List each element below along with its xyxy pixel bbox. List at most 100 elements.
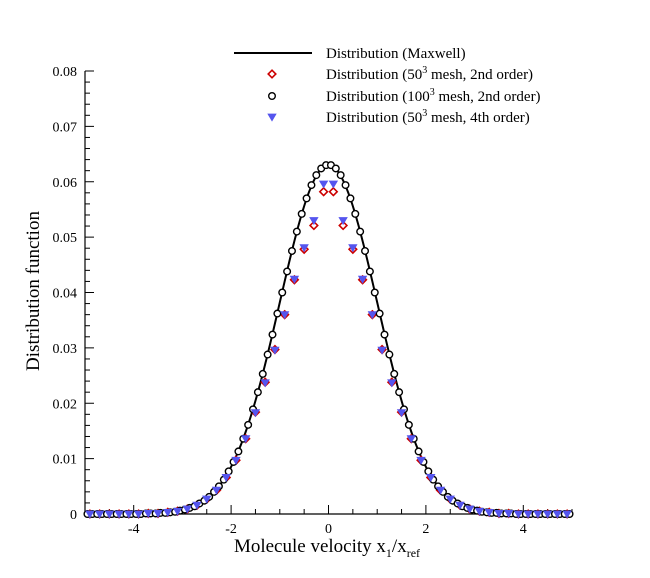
mesh100-2nd-point [234,447,243,456]
mesh50-4th-point [426,474,436,483]
y-tick-label: 0.04 [53,287,78,302]
y-tick-label: 0.02 [53,397,78,412]
mesh100-2nd-point [253,388,262,397]
mesh50-4th-point [445,495,455,504]
mesh50-4th-point [348,244,358,253]
legend-label-sup: 3 [422,65,427,76]
y-tick-label: 0.07 [53,120,78,135]
x-axis-title-main: Molecule velocity x [234,536,386,557]
mesh100-2nd-point [224,467,233,476]
mesh100-2nd-point [365,267,374,276]
mesh50-4th-point [104,510,115,519]
mesh100-2nd-point [283,267,292,276]
y-tick-label: 0 [70,508,77,523]
mesh50-2nd-point [318,186,329,197]
mesh50-4th-point [552,510,563,519]
legend-label-post: mesh, 4th order) [427,110,529,126]
mesh50-4th-point [377,346,387,355]
x-axis-title-mid: /x [392,536,407,557]
legend-mesh100-2nd-symbol [268,91,277,100]
mesh50-4th-point [133,510,144,519]
mesh50-4th-point [542,510,553,519]
mesh50-4th-point [523,510,533,519]
mesh50-4th-point [202,495,212,504]
data-markers [83,161,574,519]
x-tick-label: 4 [520,522,527,537]
mesh100-2nd-point [424,467,433,476]
legend-label-pre: Distribution (Maxwell) [326,46,466,62]
mesh100-2nd-point [356,227,365,236]
mesh50-2nd-point [328,186,339,197]
mesh50-4th-point [192,501,202,510]
mesh100-2nd-point [370,288,379,297]
mesh50-4th-point [260,379,270,388]
mesh50-4th-point [289,275,300,284]
mesh100-2nd-point [297,209,306,218]
mesh50-4th-point [503,510,514,519]
mesh100-2nd-point [336,171,345,180]
mesh50-4th-point [513,510,524,519]
mesh100-2nd-point [395,388,404,397]
maxwell-curve [85,164,572,515]
mesh50-4th-point [143,510,154,519]
legend-label-sup: 3 [422,108,427,119]
mesh50-2nd-point [338,220,349,231]
y-axis-title: Distribution function [23,211,44,371]
legend-label-post: mesh, 2nd order) [427,67,533,83]
mesh100-2nd-point [244,420,253,429]
legend-mesh100-2nd-label: Distribution (1003 mesh, 2nd order) [326,87,541,105]
legend-label-pre: Distribution (100 [326,89,430,105]
mesh50-4th-point [279,311,290,320]
mesh50-4th-point [533,510,543,519]
mesh50-4th-point [231,456,241,465]
mesh50-4th-point [435,486,446,495]
mesh50-4th-point [211,486,222,495]
y-tick-label: 0.08 [53,65,78,80]
mesh50-4th-point [221,474,231,483]
mesh50-2nd-point [308,220,319,231]
mesh100-2nd-point [258,369,267,378]
x-tick-label: -2 [225,522,237,537]
y-tick-label: 0.03 [53,342,78,357]
x-axis-title: Molecule velocity x1/xref [234,536,420,560]
mesh100-2nd-point [312,171,321,180]
mesh50-4th-point [94,510,105,519]
axes: 0 0.01 0.02 0.03 0.04 0.05 0.06 0.07 0.08 -4 -2 0 2 4 [53,65,573,537]
mesh100-2nd-point [390,369,399,378]
legend-label-post: mesh, 2nd order) [435,89,541,105]
mesh50-4th-point [250,409,261,418]
mesh100-2nd-point [268,330,277,339]
mesh50-4th-point [153,510,163,519]
x-tick-label: 0 [325,522,332,537]
mesh50-4th-point [124,510,134,519]
legend-label-pre: Distribution (50 [326,110,422,126]
mesh100-2nd-point [263,350,272,359]
legend-mesh50-4th-symbol [267,113,277,122]
y-tick-label: 0.06 [53,176,78,191]
mesh100-2nd-point [385,350,394,359]
legend-label-pre: Distribution (50 [326,67,422,83]
legend-mesh50-4th-label: Distribution (503 mesh, 4th order) [326,108,530,126]
legend-label-sup: 3 [430,87,435,98]
mesh50-4th-point [182,505,192,514]
maxwell-curve-group [85,164,572,515]
mesh50-4th-point [172,507,183,516]
mesh100-2nd-point [351,209,360,218]
mesh50-4th-point [270,346,280,355]
mesh50-4th-point [455,501,465,510]
mesh50-4th-point [85,510,95,519]
mesh100-2nd-point [273,309,282,318]
mesh100-2nd-point [341,181,350,190]
x-tick-label: -4 [128,522,140,537]
legend-mesh50-2nd-label: Distribution (503 mesh, 2nd order) [326,65,533,83]
x-axis-title-sub2: ref [407,546,420,560]
mesh50-4th-point [357,275,368,284]
mesh50-4th-point [299,244,309,253]
mesh50-4th-point [465,505,475,514]
mesh50-4th-point [163,508,173,517]
legend: Distribution (Maxwell) Distribution (503 … [234,46,541,126]
mesh100-2nd-point [404,420,413,429]
mesh100-2nd-point [302,194,311,203]
x-tick-label: 2 [422,522,429,537]
